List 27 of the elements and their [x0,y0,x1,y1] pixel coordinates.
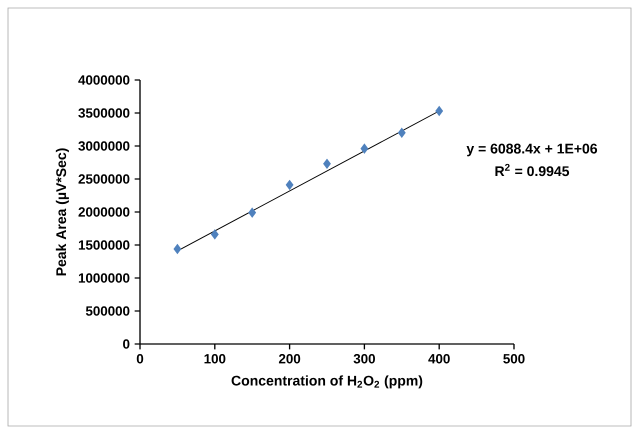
x-tick-label: 200 [278,354,300,364]
y-tick-label: 2500000 [78,174,130,184]
x-axis-title: Concentration of H$_{2}$O$_{2}$ (ppm) [232,375,422,388]
x-tick-label: 500 [503,354,525,364]
point [210,229,219,240]
point [174,244,182,254]
x-tick-label: 400 [428,354,450,364]
y-tick-label: 4000000 [78,75,130,85]
point [286,180,294,190]
point [398,128,406,138]
y-tick-label: 0 [123,339,130,349]
y-tick-label: 1000000 [78,273,130,283]
y-tick-label: 2000000 [78,207,130,217]
y-tick-label: 3000000 [78,141,130,151]
point [435,106,444,116]
y-tick-label: 3500000 [78,108,130,118]
y-axis-title: Peak Area (µV*Sec) [56,148,69,276]
y-tick-label: 1500000 [78,240,130,250]
x-tick-label: 0 [136,354,144,364]
x-tick-label: 100 [204,354,226,364]
x-tick-label: 300 [354,354,375,364]
point [360,144,368,154]
y-tick-label: 500000 [86,306,130,316]
point [248,208,256,218]
point [323,158,331,169]
annotation: R$^{2}$ = 0.9945 [495,164,570,176]
annotation: y = 6088.4x + 1E+06 [466,144,598,156]
